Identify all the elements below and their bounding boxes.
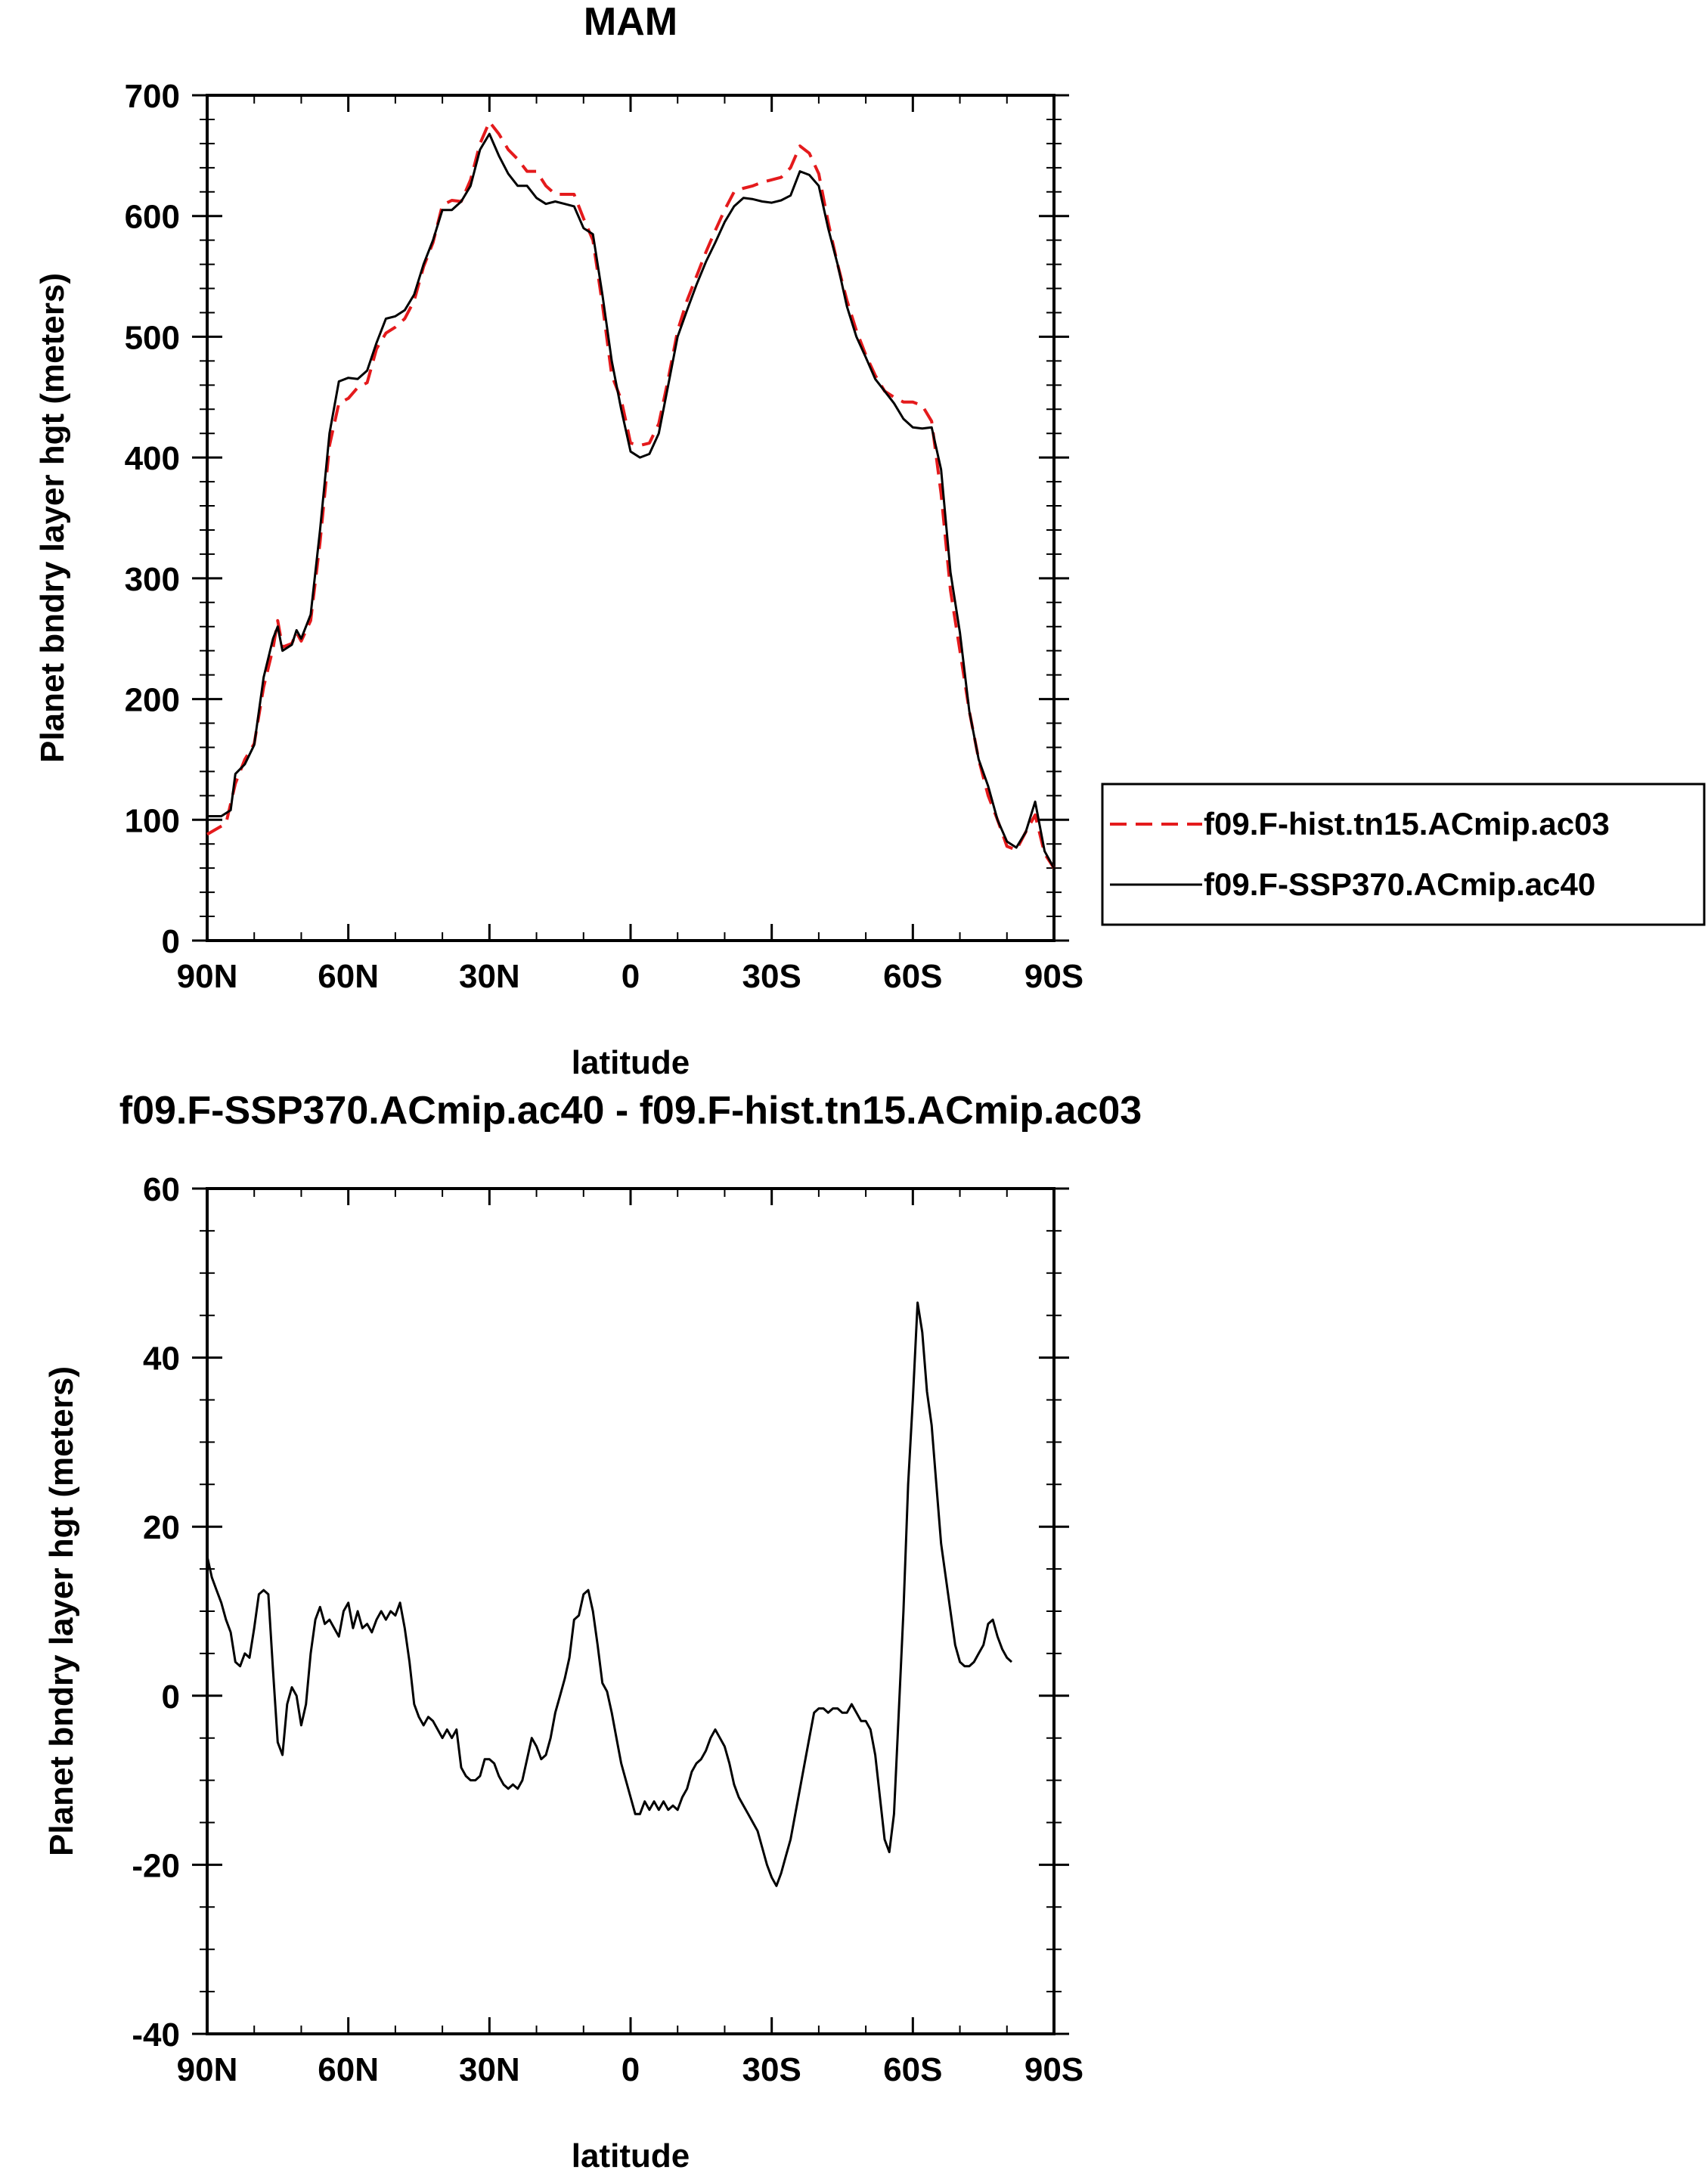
axis-ticks [192, 94, 1069, 942]
bottom-plot: f09.F-SSP370.ACmip.ac40 - f09.F-hist.tn1… [43, 1089, 1142, 2174]
y-tick-label: 0 [162, 1678, 180, 1716]
x-tick-labels: 90N 60N 30N 0 30S 60S 90S [177, 958, 1084, 995]
y-tick-label: 200 [125, 682, 180, 719]
y-tick-label: 100 [125, 802, 180, 839]
x-tick-label: 30S [742, 958, 801, 995]
series-line-0 [206, 120, 1055, 869]
plot-frame [206, 1187, 1055, 2035]
y-tick-label: 500 [125, 319, 180, 356]
legend: f09.F-hist.tn15.ACmip.ac03 f09.F-SSP370.… [1101, 783, 1706, 926]
axis-ticks [192, 1187, 1069, 2035]
y-tick-label: 300 [125, 561, 180, 598]
y-tick-label: 0 [162, 923, 180, 960]
y-axis-label: Planet bndry layer hgt (meters) [43, 1366, 80, 1856]
chart-title: f09.F-SSP370.ACmip.ac40 - f09.F-hist.tn1… [119, 1089, 1142, 1133]
x-tick-label: 90N [177, 958, 238, 995]
x-tick-label: 90S [1024, 958, 1083, 995]
y-tick-labels: 0 100 200 300 400 500 600 700 [125, 78, 180, 960]
y-tick-label: 20 [143, 1509, 180, 1546]
x-tick-label: 60S [883, 958, 942, 995]
y-tick-labels: -40 -20 0 20 40 60 [132, 1171, 180, 2054]
legend-box [1101, 783, 1706, 926]
x-tick-label: 60N [318, 958, 379, 995]
x-tick-label: 30S [742, 2051, 801, 2088]
x-tick-label: 90N [177, 2051, 238, 2088]
chart-title: MAM [584, 0, 677, 44]
x-tick-label: 60N [318, 2051, 379, 2088]
y-tick-label: 400 [125, 440, 180, 477]
x-tick-label: 30N [459, 958, 520, 995]
y-tick-label: -40 [132, 2016, 180, 2054]
x-axis-label: latitude [572, 2137, 690, 2174]
x-axis-label: latitude [572, 1044, 690, 1081]
y-tick-label: 700 [125, 78, 180, 115]
x-tick-label: 0 [622, 2051, 640, 2088]
y-tick-label: -20 [132, 1847, 180, 1884]
plot-frame [206, 94, 1055, 942]
top-plot: MAM 0 100 200 300 400 500 600 700 90N 60N 30N 0 30S… [34, 0, 1706, 1081]
y-tick-label: 600 [125, 199, 180, 236]
x-tick-label: 0 [622, 958, 640, 995]
series-group [206, 1301, 1013, 1887]
series-group [206, 120, 1055, 869]
x-tick-label: 30N [459, 2051, 520, 2088]
y-tick-label: 60 [143, 1171, 180, 1208]
legend-label-ssp370: f09.F-SSP370.ACmip.ac40 [1204, 866, 1595, 902]
series-line-1 [207, 132, 1055, 869]
series-line-0 [206, 1301, 1013, 1887]
x-tick-labels: 90N 60N 30N 0 30S 60S 90S [177, 2051, 1084, 2088]
x-tick-label: 90S [1024, 2051, 1083, 2088]
legend-label-hist: f09.F-hist.tn15.ACmip.ac03 [1204, 806, 1610, 842]
y-axis-label: Planet bndry layer hgt (meters) [34, 273, 71, 763]
y-tick-label: 40 [143, 1341, 180, 1378]
x-tick-label: 60S [883, 2051, 942, 2088]
